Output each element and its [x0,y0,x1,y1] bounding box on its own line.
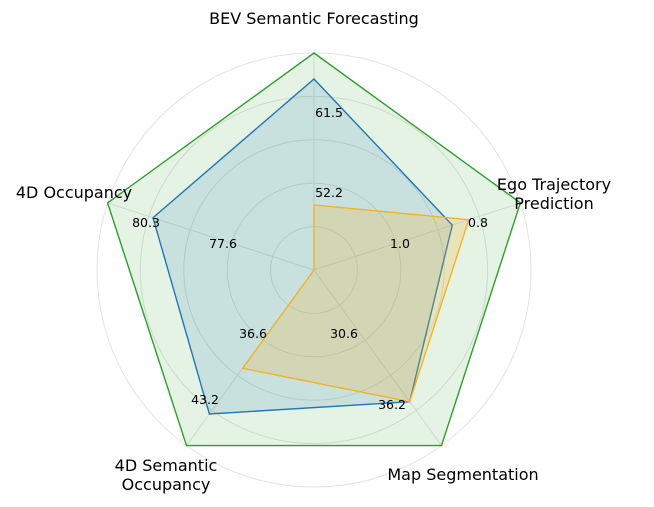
radar-labels: BEV Semantic Forecasting Ego Trajectory Pr… [16,9,611,494]
axis-label-5: 4D Occupancy [16,183,132,202]
value-label-s3-axis1: 52.2 [315,185,343,200]
radar-series [106,52,522,447]
series-2-outline [152,78,454,415]
grid-spoke-5 [107,202,315,271]
axis-label-2: Ego Trajectory Prediction [497,175,611,213]
series-1-outline [106,52,522,447]
axis-label-1: BEV Semantic Forecasting [209,9,419,28]
grid-spoke-2 [313,202,521,271]
axis-label-4: 4D Semantic Occupancy [115,456,218,494]
series-3-outline [241,204,470,403]
axis-label-3: Map Segmentation [387,465,538,484]
grid-spoke-3 [313,269,442,446]
series-2-area [153,79,453,414]
value-label-s1-axis5: 80.3 [132,215,160,230]
value-label-s2-axis1: 61.5 [315,105,343,120]
value-label-s1-axis3: 36.2 [378,397,406,412]
value-label-s3-axis4: 36.6 [239,326,267,341]
value-label-s1-axis2: 0.8 [468,215,488,230]
value-label-s3-axis3: 30.6 [330,326,358,341]
value-label-s3-axis2: 1.0 [390,236,410,251]
value-label-s3-axis5: 77.6 [209,236,237,251]
series-3-area [242,204,469,402]
value-label-s1-axis4: 43.2 [191,392,219,407]
